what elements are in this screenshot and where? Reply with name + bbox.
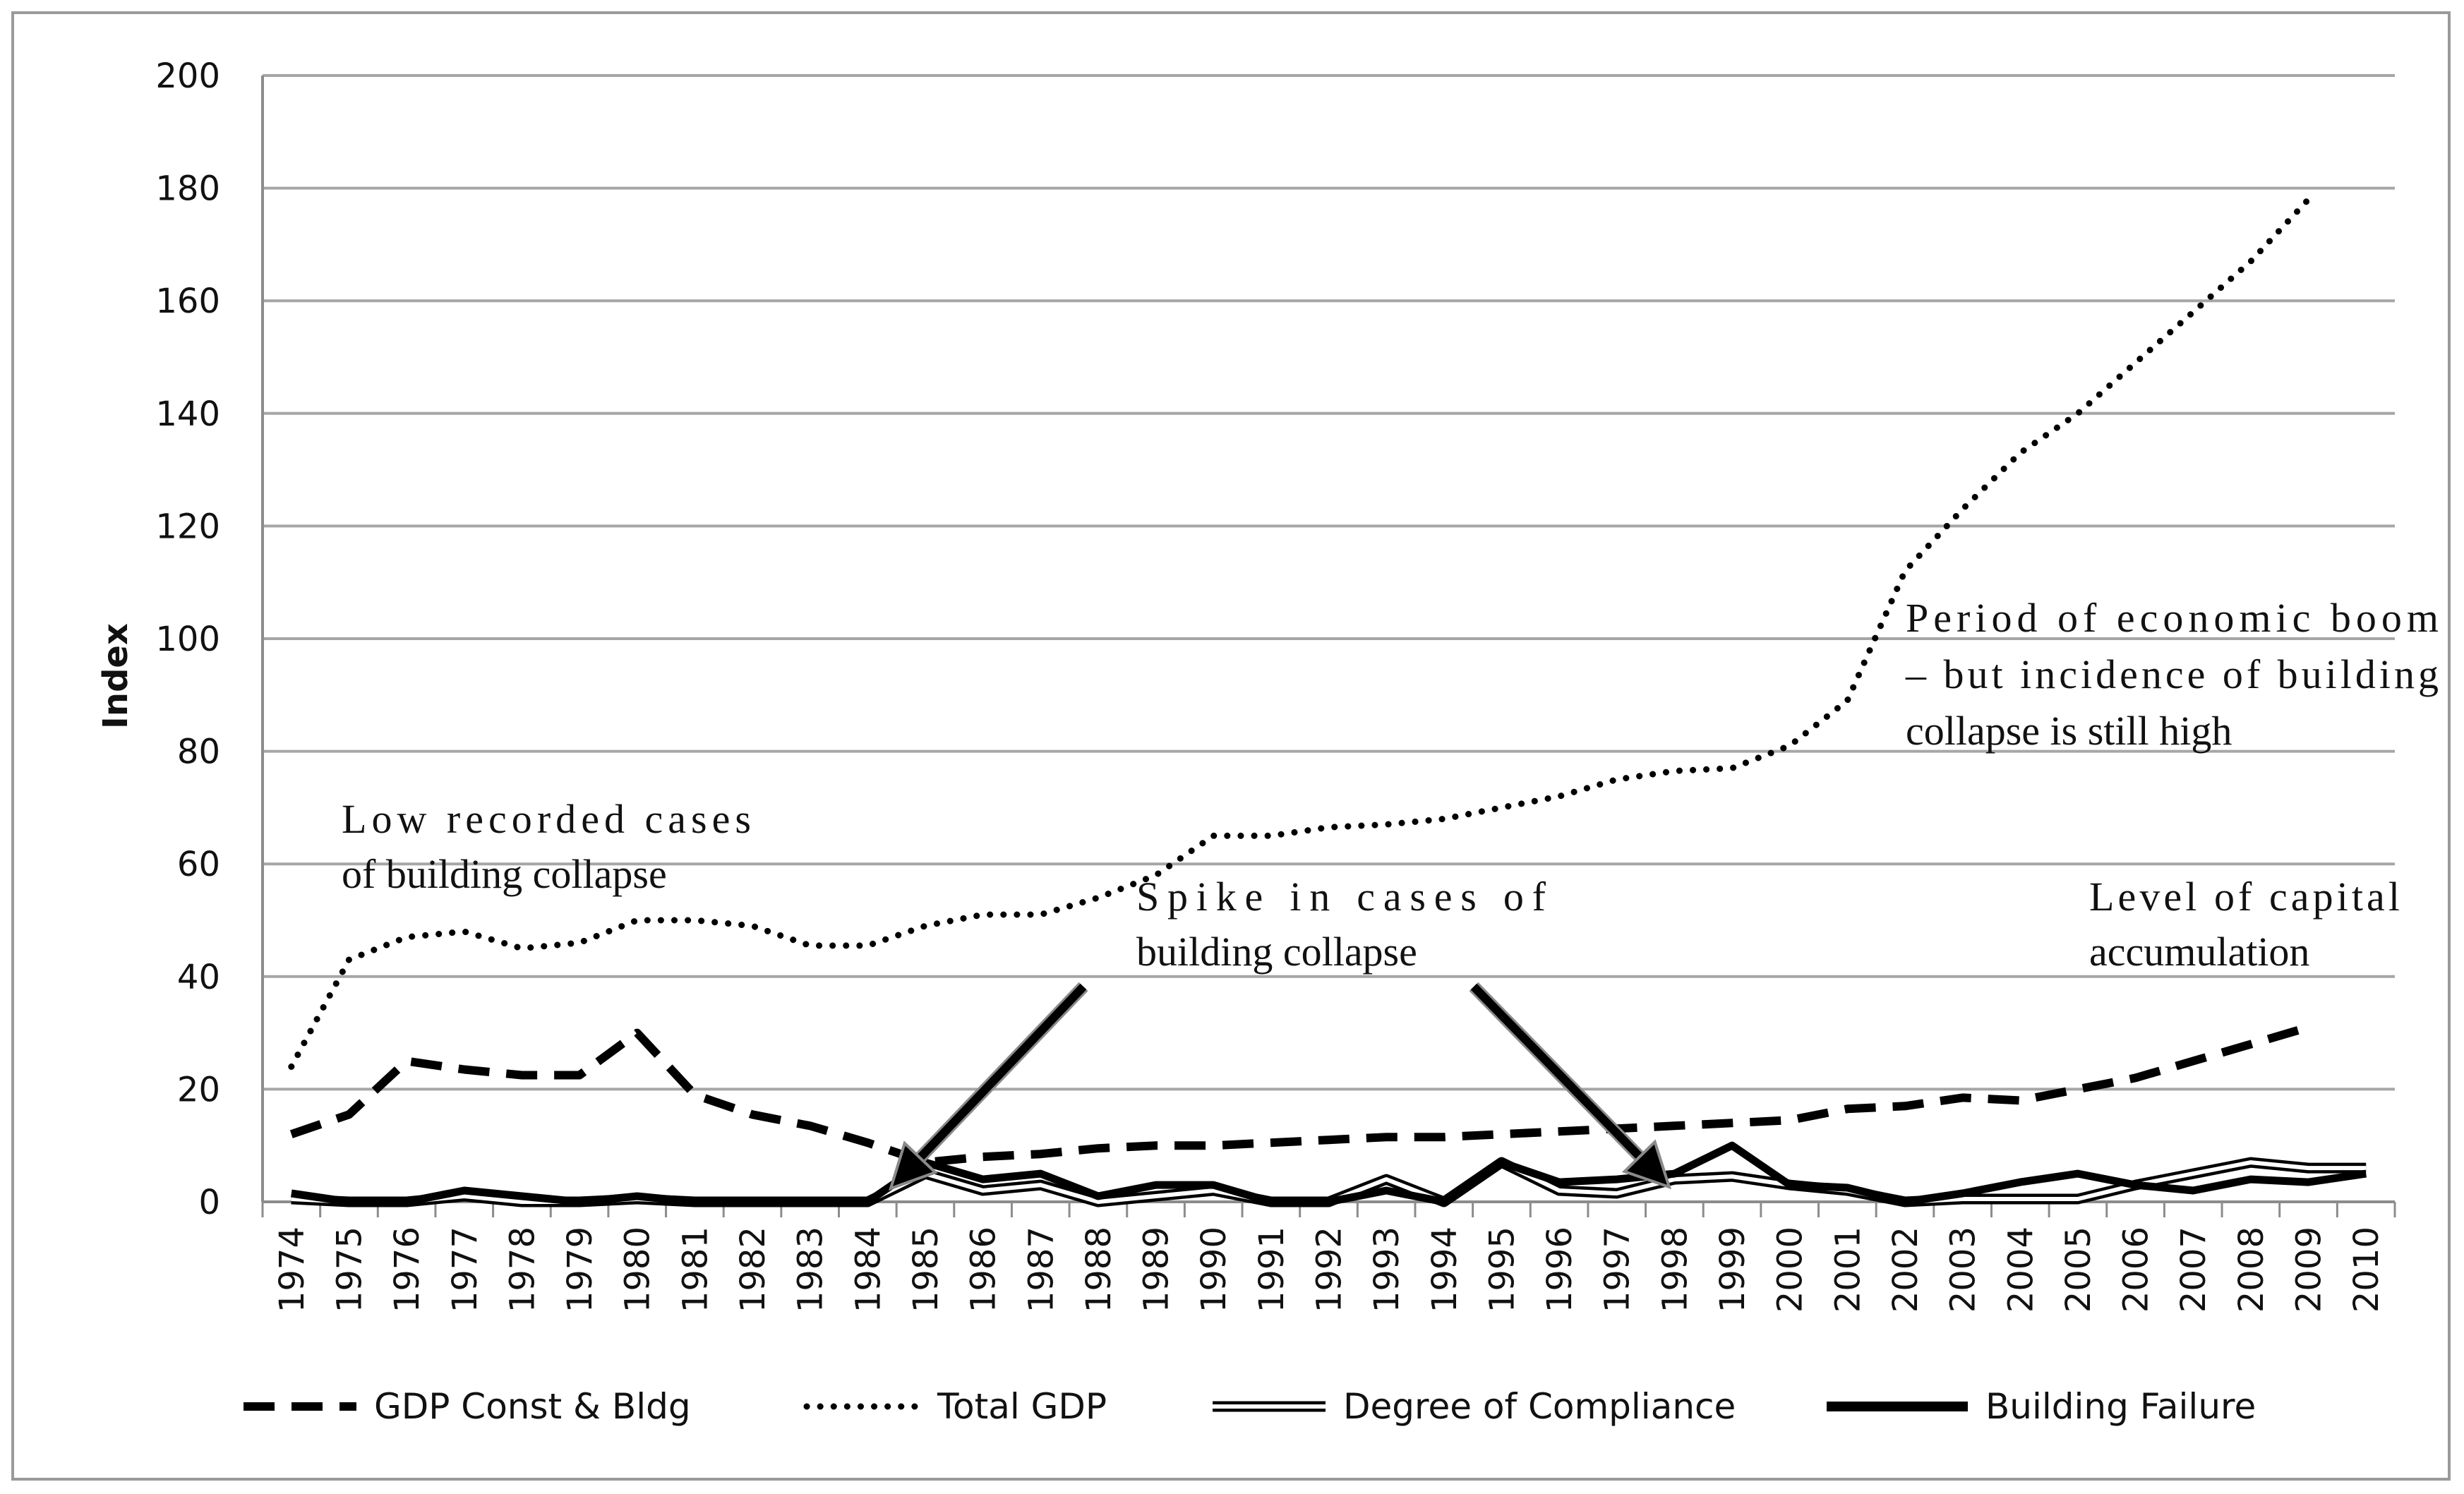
x-tick-label-1976: 1976 xyxy=(387,1227,427,1313)
x-tick-label-1991: 1991 xyxy=(1252,1227,1292,1313)
x-tick-label-1984: 1984 xyxy=(848,1227,888,1313)
x-tick-label-1982: 1982 xyxy=(733,1227,773,1313)
x-tick-label-1988: 1988 xyxy=(1079,1227,1119,1313)
x-tick-label-2008: 2008 xyxy=(2232,1227,2271,1313)
gridlines xyxy=(263,74,2395,1091)
x-tick-label-1997: 1997 xyxy=(1598,1227,1637,1313)
x-tick-label-2010: 2010 xyxy=(2347,1227,2386,1313)
annotations: Low recorded cases of building collapse Sp… xyxy=(342,595,2439,975)
x-tick-label-1974: 1974 xyxy=(272,1227,312,1313)
y-tick-label-20: 20 xyxy=(177,1070,220,1109)
x-tick-label-1989: 1989 xyxy=(1137,1227,1177,1313)
annotation-low-cases-line-2: of building collapse xyxy=(342,851,667,897)
annotation-boom-line-2: – but incidence of building xyxy=(1905,651,2439,697)
y-axis-title: Index xyxy=(96,623,136,729)
x-tick-label-1979: 1979 xyxy=(560,1227,600,1313)
y-tick-label-180: 180 xyxy=(155,169,220,209)
x-tick-label-1986: 1986 xyxy=(964,1227,1004,1313)
arrow-spike-right-shaft xyxy=(1470,983,1643,1160)
y-tick-label-160: 160 xyxy=(155,282,220,321)
x-tick-label-2007: 2007 xyxy=(2174,1227,2213,1313)
x-tick-label-1978: 1978 xyxy=(503,1227,542,1313)
x-tick-label-2005: 2005 xyxy=(2059,1227,2098,1313)
x-tick-label-1990: 1990 xyxy=(1194,1227,1234,1313)
x-tick-label-1993: 1993 xyxy=(1367,1227,1407,1313)
y-tick-label-80: 80 xyxy=(177,733,220,772)
x-tick-label-1983: 1983 xyxy=(791,1227,831,1313)
x-tick-label-2002: 2002 xyxy=(1886,1227,1925,1313)
x-tick-label-2006: 2006 xyxy=(2117,1227,2156,1313)
annotation-low-cases-line-1: Low recorded cases xyxy=(342,796,751,842)
annotation-spike-line-2: building collapse xyxy=(1136,929,1417,975)
y-tick-label-60: 60 xyxy=(177,845,220,884)
y-tick-label-40: 40 xyxy=(177,958,220,997)
legend: GDP Const & Bldg Total GDP Degree of Compl… xyxy=(244,1386,2256,1427)
x-tick-label-1998: 1998 xyxy=(1655,1227,1695,1313)
annotation-capital: Level of capital accumulation xyxy=(2089,874,2400,975)
arrow-spike-right xyxy=(1469,982,1672,1190)
x-tick-label-2001: 2001 xyxy=(1828,1227,1868,1313)
x-tick-label-1985: 1985 xyxy=(906,1227,946,1313)
legend-label-total-gdp: Total GDP xyxy=(937,1386,1107,1427)
y-tick-label-140: 140 xyxy=(155,394,220,434)
x-tick-label-2009: 2009 xyxy=(2290,1227,2329,1313)
y-tick-label-100: 100 xyxy=(155,620,220,659)
annotation-low-cases: Low recorded cases of building collapse xyxy=(342,796,751,897)
chart-frame xyxy=(11,11,2451,1481)
x-tick-label-2000: 2000 xyxy=(1771,1227,1810,1313)
arrow-spike-left-head xyxy=(888,1140,938,1191)
x-tick-label-2003: 2003 xyxy=(1944,1227,1983,1313)
annotation-boom: Period of economic boom – but incidence o… xyxy=(1905,595,2439,754)
arrow-spike-left-shaft xyxy=(917,983,1087,1161)
legend-label-degree-of-compliance: Degree of Compliance xyxy=(1343,1386,1736,1427)
legend-item-gdp-const-bldg: GDP Const & Bldg xyxy=(244,1386,691,1427)
annotation-spike-line-1: Spike in cases of xyxy=(1136,874,1546,920)
x-tick-label-2004: 2004 xyxy=(2001,1227,2041,1313)
annotation-capital-line-1: Level of capital xyxy=(2089,874,2400,920)
arrow-spike-right-head xyxy=(1621,1139,1672,1190)
annotation-boom-line-1: Period of economic boom xyxy=(1906,595,2439,641)
axes: 0 20 40 60 80 100 120 140 160 180 200 1974 1975 1976 1… xyxy=(96,56,2396,1313)
x-tick-label-1995: 1995 xyxy=(1482,1227,1522,1313)
legend-label-building-failure: Building Failure xyxy=(1985,1386,2256,1427)
series-building-failure xyxy=(291,1141,2367,1206)
series-lines xyxy=(288,196,2367,1207)
x-tick-label-1996: 1996 xyxy=(1540,1227,1580,1313)
annotation-arrows xyxy=(888,982,1672,1191)
x-tick-label-1980: 1980 xyxy=(618,1227,658,1313)
x-tick-label-1981: 1981 xyxy=(675,1227,715,1313)
legend-item-total-gdp: Total GDP xyxy=(803,1386,1107,1427)
x-tick-label-1992: 1992 xyxy=(1310,1227,1350,1313)
series-gdp-const-bldg xyxy=(289,1023,2310,1167)
x-tick-label-1975: 1975 xyxy=(330,1227,369,1313)
legend-label-gdp-const-bldg: GDP Const & Bldg xyxy=(374,1386,691,1427)
y-tick-label-120: 120 xyxy=(155,507,220,546)
annotation-spike: Spike in cases of building collapse xyxy=(1136,874,1546,975)
x-tick-label-1994: 1994 xyxy=(1425,1227,1465,1313)
y-tick-label-0: 0 xyxy=(198,1183,220,1222)
arrow-spike-left xyxy=(888,982,1088,1191)
legend-item-degree-of-compliance: Degree of Compliance xyxy=(1213,1386,1736,1427)
legend-item-building-failure: Building Failure xyxy=(1827,1386,2256,1427)
annotation-capital-line-2: accumulation xyxy=(2089,929,2309,975)
x-tick-label-1987: 1987 xyxy=(1021,1227,1061,1313)
y-tick-label-200: 200 xyxy=(155,56,220,96)
x-tick-label-1999: 1999 xyxy=(1713,1227,1753,1313)
annotation-boom-line-3: collapse is still high xyxy=(1906,708,2232,754)
x-tick-label-1977: 1977 xyxy=(445,1227,485,1313)
